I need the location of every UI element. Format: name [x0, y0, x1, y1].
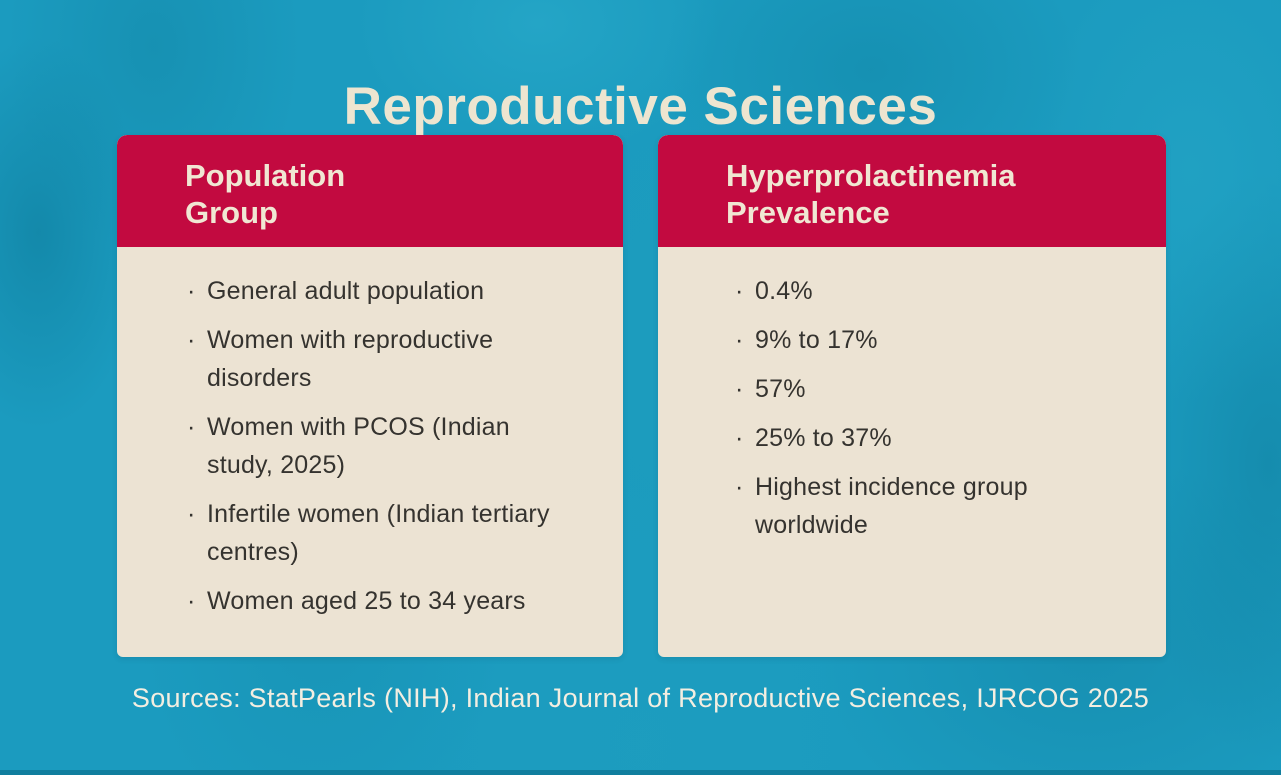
bullet-icon: ·	[735, 424, 744, 452]
population-group-list: · General adult population · Women with …	[187, 272, 583, 620]
list-item: · Women with PCOS (Indian study, 2025)	[187, 408, 583, 484]
bullet-icon: ·	[187, 277, 196, 305]
list-item: · Women aged 25 to 34 years	[187, 582, 583, 620]
list-item-text: Women with PCOS (Indian study, 2025)	[207, 413, 510, 479]
hyperprolactinemia-prevalence-card-header: Hyperprolactinemia Prevalence	[658, 135, 1166, 247]
bullet-icon: ·	[187, 587, 196, 615]
bullet-icon: ·	[735, 375, 744, 403]
list-item-text: Infertile women (Indian tertiary centres…	[207, 500, 550, 566]
list-item: · 9% to 17%	[735, 321, 1126, 359]
population-group-card: Population Group · General adult populat…	[117, 135, 623, 657]
list-item-text: Highest incidence group worldwide	[755, 473, 1028, 539]
bottom-border-strip	[0, 770, 1281, 775]
list-item-text: 25% to 37%	[755, 424, 892, 452]
page-title: Reproductive Sciences	[343, 76, 938, 136]
bullet-icon: ·	[735, 326, 744, 354]
list-item-text: 0.4%	[755, 277, 813, 305]
list-item-text: 57%	[755, 375, 806, 403]
bullet-icon: ·	[735, 473, 744, 501]
list-item: · 25% to 37%	[735, 419, 1126, 457]
hyperprolactinemia-prevalence-list: · 0.4% · 9% to 17% · 57% · 25% to 37% · …	[735, 272, 1126, 544]
population-group-card-header: Population Group	[117, 135, 623, 247]
sources-line: Sources: StatPearls (NIH), Indian Journa…	[131, 683, 1150, 713]
bullet-icon: ·	[735, 277, 744, 305]
list-item-text: Women with reproductive disorders	[207, 326, 494, 392]
list-item: · Women with reproductive disorders	[187, 321, 583, 397]
population-group-card-body: · General adult population · Women with …	[117, 247, 623, 620]
hyperprolactinemia-prevalence-card: Hyperprolactinemia Prevalence · 0.4% · 9…	[658, 135, 1166, 657]
list-item-text: Women aged 25 to 34 years	[207, 587, 526, 615]
bullet-icon: ·	[187, 326, 196, 354]
hyperprolactinemia-prevalence-card-body: · 0.4% · 9% to 17% · 57% · 25% to 37% · …	[658, 247, 1166, 544]
bullet-icon: ·	[187, 500, 196, 528]
list-item-text: General adult population	[207, 277, 485, 305]
list-item: · General adult population	[187, 272, 583, 310]
list-item-text: 9% to 17%	[755, 326, 878, 354]
list-item: · Highest incidence group worldwide	[735, 468, 1126, 544]
bullet-icon: ·	[187, 413, 196, 441]
list-item: · 0.4%	[735, 272, 1126, 310]
list-item: · 57%	[735, 370, 1126, 408]
list-item: · Infertile women (Indian tertiary centr…	[187, 495, 583, 571]
